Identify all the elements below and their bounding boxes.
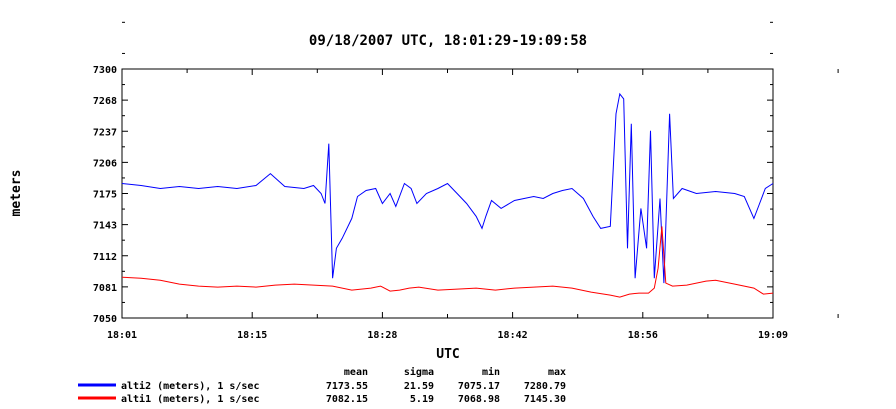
- stats-value: 5.19: [410, 394, 434, 405]
- y-tick-label: 7175: [93, 190, 117, 201]
- stats-value: 7082.15: [326, 394, 368, 405]
- y-axis-label: meters: [9, 170, 24, 217]
- y-tick-label: 7237: [93, 127, 117, 138]
- legend: mean sigma min max alti2 (meters), 1 s/sec 71…: [78, 366, 566, 405]
- chart-title: 09/18/2007 UTC, 18:01:29-19:09:58: [309, 33, 587, 49]
- stats-value: 7173.55: [326, 381, 368, 392]
- plot-frame: [121, 68, 774, 319]
- legend-label: alti1 (meters), 1 s/sec: [121, 393, 259, 405]
- x-axis-label: UTC: [436, 347, 459, 362]
- y-tick-label: 7206: [93, 158, 117, 169]
- stats-value: 7068.98: [458, 394, 500, 405]
- stats-value: 7145.30: [524, 394, 566, 405]
- series-lines: [121, 92, 774, 298]
- y-tick-label: 7050: [93, 314, 117, 325]
- y-tick-label: 7300: [93, 65, 117, 76]
- stats-header: min: [482, 366, 500, 378]
- y-tick-label: 7268: [93, 96, 117, 107]
- stats-value: 7075.17: [458, 381, 500, 392]
- stats-header: max: [548, 367, 566, 378]
- y-tick-label: 7081: [93, 283, 117, 294]
- stats-value: 7280.79: [524, 381, 566, 392]
- x-tick-label: 18:28: [367, 330, 397, 341]
- x-axis: 18:01 18:15 18:28 18:42 18:56 19:09: [107, 69, 839, 341]
- stats-value: 21.59: [404, 381, 434, 392]
- series-line-1: [121, 92, 774, 284]
- y-tick-label: 7143: [93, 221, 117, 232]
- stats-header: sigma: [404, 366, 434, 378]
- x-tick-label: 18:42: [498, 330, 528, 341]
- y-tick-label: 7112: [93, 252, 117, 263]
- x-tick-label: 18:15: [237, 330, 267, 341]
- y-axis: 7050 7081 7112 7143 7175 7206 7237 7268 7300: [93, 21, 773, 325]
- legend-label: alti2 (meters), 1 s/sec: [121, 380, 259, 392]
- series-line-2: [121, 226, 774, 298]
- stats-header: mean: [344, 367, 368, 378]
- x-tick-label: 18:56: [628, 330, 658, 341]
- x-tick-label: 18:01: [107, 330, 137, 341]
- x-tick-label: 19:09: [758, 330, 788, 341]
